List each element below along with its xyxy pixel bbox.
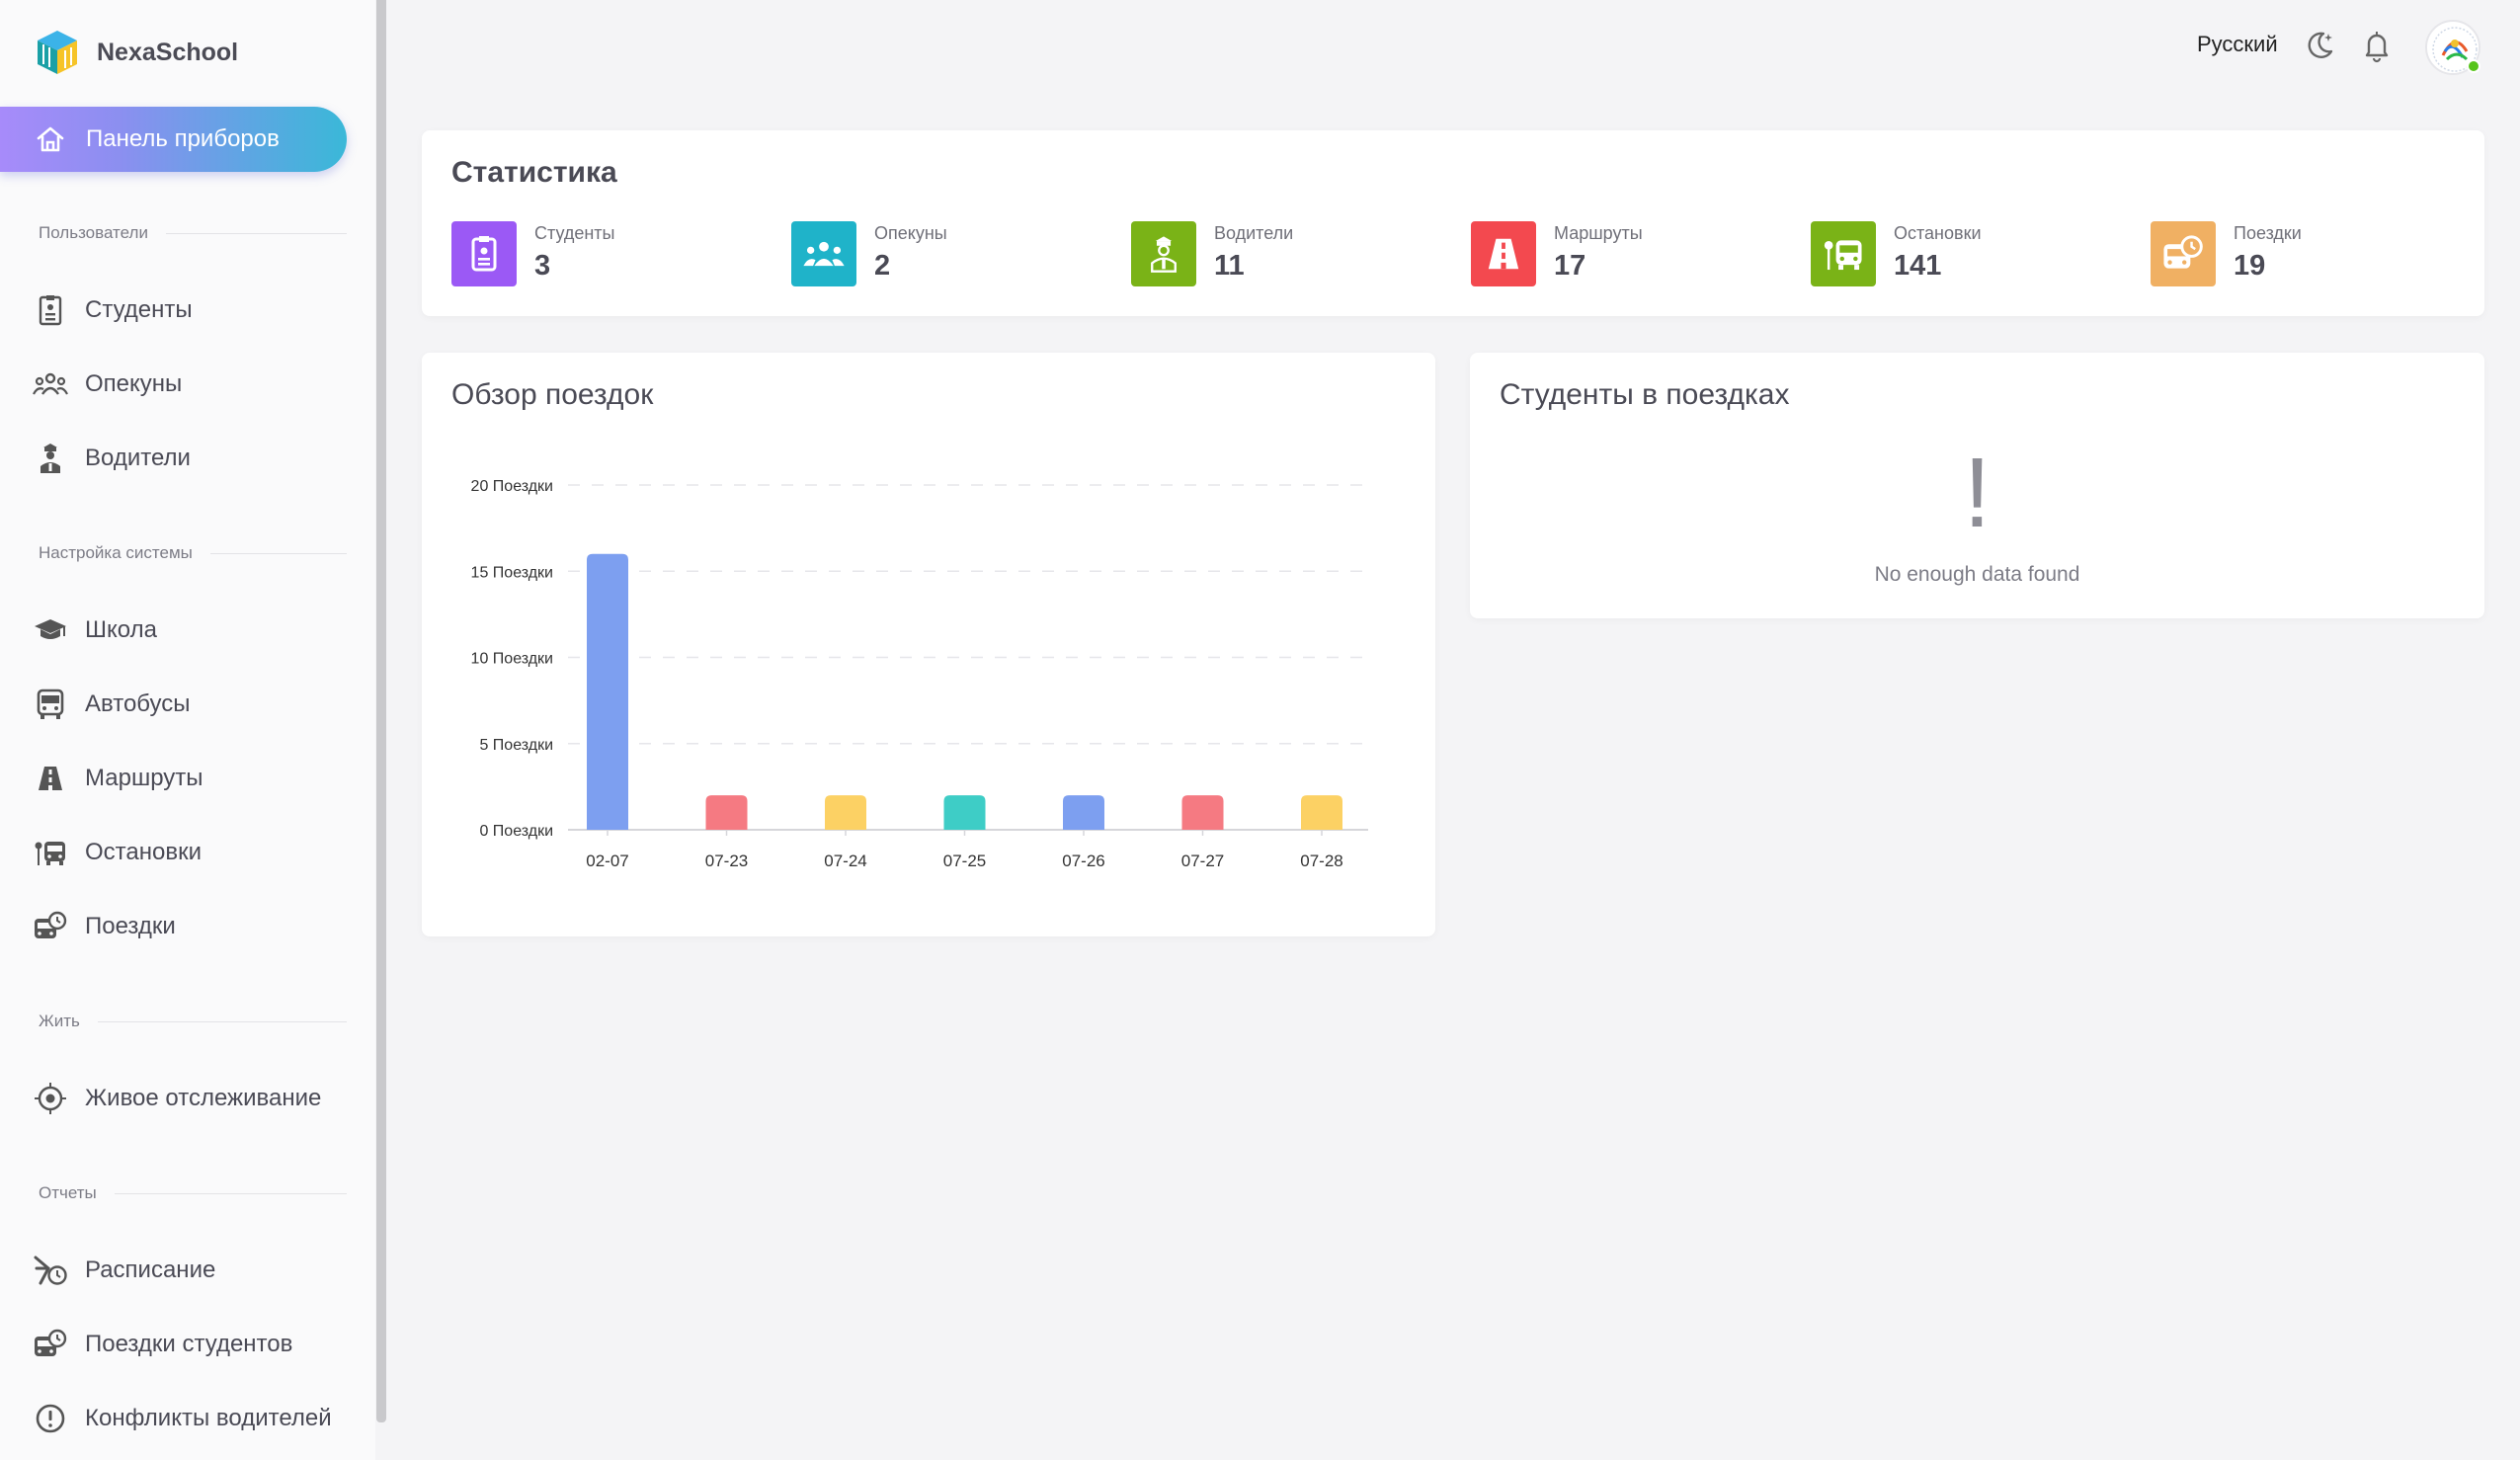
students-in-trips-card: Студенты в поездках ! No enough data fou… (1470, 353, 2484, 618)
y-tick-label: 15 Поездки (471, 564, 553, 581)
sidebar-item-school[interactable]: Школа (32, 607, 348, 654)
road-icon (32, 760, 69, 797)
sidebar-item-trips[interactable]: Поездки (32, 903, 348, 950)
chart-bar-02-07[interactable] (587, 553, 628, 830)
stat-drivers[interactable]: Водители 11 (1131, 221, 1293, 286)
sidebar-item-schedule[interactable]: Расписание (32, 1247, 348, 1294)
trips-bar-chart: 0 Поездки 5 Поездки 10 Поездки 15 Поездки 20… (471, 478, 1368, 870)
student-badge-icon (451, 221, 517, 286)
crosshair-icon (32, 1080, 69, 1117)
x-tick-label: 02-07 (586, 852, 628, 870)
sidebar-item-driver-conflicts[interactable]: Конфликты водителей (32, 1395, 348, 1442)
sidebar-section-reports: Отчеты (39, 1183, 347, 1203)
chart-bar-07-25[interactable] (943, 795, 986, 830)
chart-bar-07-26[interactable] (1063, 795, 1104, 830)
stat-stops[interactable]: Остановки 141 (1811, 221, 1982, 286)
bus-clock-icon (32, 908, 69, 945)
sidebar-item-drivers[interactable]: Водители (32, 435, 348, 482)
graduation-cap-icon (32, 611, 69, 649)
language-selector[interactable]: Русский (2197, 32, 2278, 56)
sidebar-section-users: Пользователи (39, 223, 347, 243)
guardians-icon (32, 365, 69, 403)
sidebar-item-students[interactable]: Студенты (32, 286, 348, 334)
nexaschool-logo-icon (38, 31, 77, 74)
statistics-card: Статистика Студенты 3 Опекуны 2 Водители… (422, 130, 2484, 316)
sidebar-item-live-tracking[interactable]: Живое отслеживание (32, 1075, 348, 1122)
y-tick-label: 5 Поездки (479, 737, 553, 754)
brand-name: NexaSchool (97, 38, 239, 66)
sidebar-scrollbar[interactable] (376, 0, 386, 1422)
dark-mode-moon-icon[interactable] (2302, 28, 2337, 63)
bus-clock-icon (2151, 221, 2216, 286)
sidebar-item-routes[interactable]: Маршруты (32, 755, 348, 802)
stat-students[interactable]: Студенты 3 (451, 221, 614, 286)
chart-bar-07-23[interactable] (705, 795, 748, 830)
x-tick-label: 07-24 (824, 852, 866, 870)
x-tick-label: 07-26 (1062, 852, 1104, 870)
y-tick-label: 10 Поездки (471, 651, 553, 668)
sidebar-item-buses[interactable]: Автобусы (32, 681, 348, 728)
chart-bar-07-27[interactable] (1181, 795, 1224, 830)
driver-icon (1131, 221, 1196, 286)
student-badge-icon (32, 291, 69, 329)
alert-circle-icon (32, 1400, 69, 1437)
x-tick-label: 07-28 (1300, 852, 1342, 870)
sidebar-item-label: Панель приборов (86, 125, 280, 152)
empty-state-exclamation-icon: ! (1963, 438, 1992, 548)
sidebar-item-stops[interactable]: Остановки (32, 829, 348, 876)
bus-stop-icon (1811, 221, 1876, 286)
y-tick-label: 0 Поездки (479, 823, 553, 840)
bus-clock-icon (32, 1326, 69, 1363)
stat-guardians[interactable]: Опекуны 2 (791, 221, 947, 286)
stat-routes[interactable]: Маршруты 17 (1471, 221, 1643, 286)
chart-bar-07-28[interactable] (1301, 795, 1342, 830)
sidebar-item-dashboard[interactable]: Панель приборов (0, 107, 347, 172)
guardians-icon (791, 221, 856, 286)
chart-bar-07-24[interactable] (825, 795, 866, 830)
stat-trips[interactable]: Поездки 19 (2151, 221, 2302, 286)
bus-icon (32, 686, 69, 723)
empty-state-text: No enough data found (1874, 563, 2080, 586)
x-tick-label: 07-27 (1181, 852, 1224, 870)
online-status-dot (2467, 59, 2480, 73)
sidebar-item-guardians[interactable]: Опекуны (32, 361, 348, 408)
home-icon (37, 126, 64, 152)
y-tick-label: 20 Поездки (471, 478, 553, 495)
avatar-emblem-icon (2429, 24, 2479, 73)
road-icon (1471, 221, 1536, 286)
schedule-icon (32, 1252, 69, 1289)
sidebar-section-system: Настройка системы (39, 543, 347, 563)
trips-overview-card: Обзор поездок 0 Поездки 5 Поездки 10 Поезд… (422, 353, 1435, 936)
trips-overview-title: Обзор поездок (451, 378, 654, 411)
sidebar-section-live: Жить (39, 1012, 347, 1031)
sidebar: NexaSchool Панель приборов Пользователи … (0, 0, 375, 1460)
brand[interactable]: NexaSchool (36, 28, 238, 77)
bus-stop-icon (32, 834, 69, 871)
notification-bell-icon[interactable] (2359, 28, 2395, 63)
sidebar-item-student-trips[interactable]: Поездки студентов (32, 1321, 348, 1368)
driver-icon (32, 440, 69, 477)
x-tick-label: 07-25 (943, 852, 986, 870)
x-tick-label: 07-23 (705, 852, 748, 870)
students-in-trips-title: Студенты в поездках (1500, 378, 1790, 411)
statistics-title: Статистика (451, 156, 617, 189)
